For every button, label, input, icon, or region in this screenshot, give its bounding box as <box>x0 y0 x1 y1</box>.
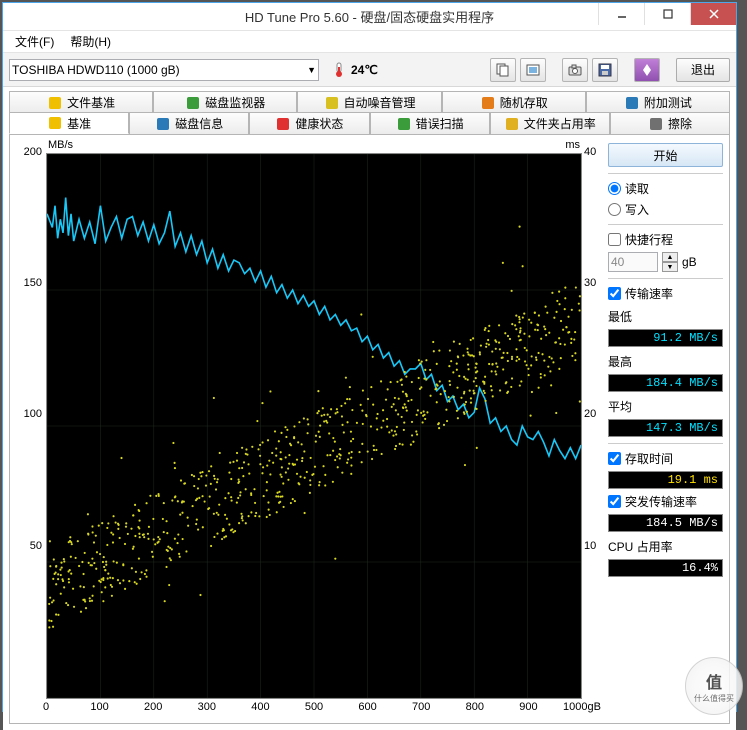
menu-help[interactable]: 帮助(H) <box>62 31 119 52</box>
tab-基准[interactable]: 基准 <box>9 112 129 134</box>
screenshot-button[interactable] <box>562 58 588 82</box>
titlebar: HD Tune Pro 5.60 - 硬盘/固态硬盘实用程序 <box>3 3 736 31</box>
copy-screenshot-button[interactable] <box>520 58 546 82</box>
side-panel: 开始 读取 写入 快捷行程 ▲▼ gB 传输速率 最低 91.2 MB/s 最高… <box>608 141 723 717</box>
tab-icon <box>155 116 171 132</box>
max-value: 184.4 MB/s <box>608 374 723 392</box>
tab-icon <box>648 116 664 132</box>
tab-row-2: 基准磁盘信息健康状态错误扫描文件夹占用率擦除 <box>9 112 730 134</box>
tab-icon <box>47 95 63 111</box>
thermometer-icon <box>331 62 347 78</box>
tab-icon <box>324 95 340 111</box>
tab-icon <box>504 116 520 132</box>
write-radio[interactable]: 写入 <box>608 201 723 218</box>
tab-自动噪音管理[interactable]: 自动噪音管理 <box>297 91 441 113</box>
temperature-value: 24℃ <box>351 63 378 77</box>
tab-附加测试[interactable]: 附加测试 <box>586 91 730 113</box>
watermark: 值 什么值得买 <box>685 657 743 715</box>
drive-select[interactable]: TOSHIBA HDWD110 (1000 gB) ▼ <box>9 59 319 81</box>
tab-icon <box>480 95 496 111</box>
short-stroke-unit: gB <box>682 255 697 269</box>
cpu-value: 16.4% <box>608 559 723 577</box>
tab-row-1: 文件基准磁盘监视器自动噪音管理随机存取附加测试 <box>9 91 730 113</box>
menu-file[interactable]: 文件(F) <box>7 31 62 52</box>
tab-健康状态[interactable]: 健康状态 <box>249 112 369 134</box>
y-axis-label: MB/s <box>48 139 73 151</box>
read-radio[interactable]: 读取 <box>608 180 723 197</box>
avg-label: 平均 <box>608 398 723 415</box>
tab-icon <box>396 116 412 132</box>
tab-磁盘监视器[interactable]: 磁盘监视器 <box>153 91 297 113</box>
tab-content-benchmark: MB/s ms 50100150200 10203040 01002003004… <box>9 134 730 724</box>
transfer-rate-checkbox[interactable]: 传输速率 <box>608 285 723 302</box>
benchmark-chart: MB/s ms 50100150200 10203040 01002003004… <box>16 141 600 717</box>
short-stroke-value[interactable] <box>608 252 658 272</box>
temperature-display: 24℃ <box>331 62 378 78</box>
menubar: 文件(F) 帮助(H) <box>3 31 736 53</box>
avg-value: 147.3 MB/s <box>608 419 723 437</box>
tab-擦除[interactable]: 擦除 <box>610 112 730 134</box>
spin-up[interactable]: ▲ <box>662 252 678 262</box>
max-label: 最高 <box>608 353 723 370</box>
short-stroke-checkbox[interactable]: 快捷行程 <box>608 231 723 248</box>
start-button[interactable]: 开始 <box>608 143 723 167</box>
tab-icon <box>47 115 63 131</box>
tab-文件基准[interactable]: 文件基准 <box>9 91 153 113</box>
tab-文件夹占用率[interactable]: 文件夹占用率 <box>490 112 610 134</box>
y2-axis-label: ms <box>565 139 580 151</box>
save-button[interactable] <box>592 58 618 82</box>
tab-icon <box>624 95 640 111</box>
drive-select-value: TOSHIBA HDWD110 (1000 gB) <box>12 63 180 77</box>
tab-icon <box>275 116 291 132</box>
options-button[interactable] <box>634 58 660 82</box>
burst-rate-value: 184.5 MB/s <box>608 514 723 532</box>
close-button[interactable] <box>690 3 736 25</box>
tab-磁盘信息[interactable]: 磁盘信息 <box>129 112 249 134</box>
burst-rate-checkbox[interactable]: 突发传输速率 <box>608 493 723 510</box>
toolbar: TOSHIBA HDWD110 (1000 gB) ▼ 24℃ 退出 <box>3 53 736 87</box>
tab-icon <box>185 95 201 111</box>
maximize-button[interactable] <box>644 3 690 25</box>
copy-info-button[interactable] <box>490 58 516 82</box>
minimize-button[interactable] <box>598 3 644 25</box>
access-time-value: 19.1 ms <box>608 471 723 489</box>
spin-down[interactable]: ▼ <box>662 262 678 272</box>
access-time-checkbox[interactable]: 存取时间 <box>608 450 723 467</box>
min-label: 最低 <box>608 308 723 325</box>
exit-button[interactable]: 退出 <box>676 58 730 82</box>
tab-错误扫描[interactable]: 错误扫描 <box>370 112 490 134</box>
window-title: HD Tune Pro 5.60 - 硬盘/固态硬盘实用程序 <box>245 7 494 26</box>
tab-随机存取[interactable]: 随机存取 <box>442 91 586 113</box>
cpu-label: CPU 占用率 <box>608 538 723 555</box>
min-value: 91.2 MB/s <box>608 329 723 347</box>
dropdown-icon: ▼ <box>307 65 316 75</box>
